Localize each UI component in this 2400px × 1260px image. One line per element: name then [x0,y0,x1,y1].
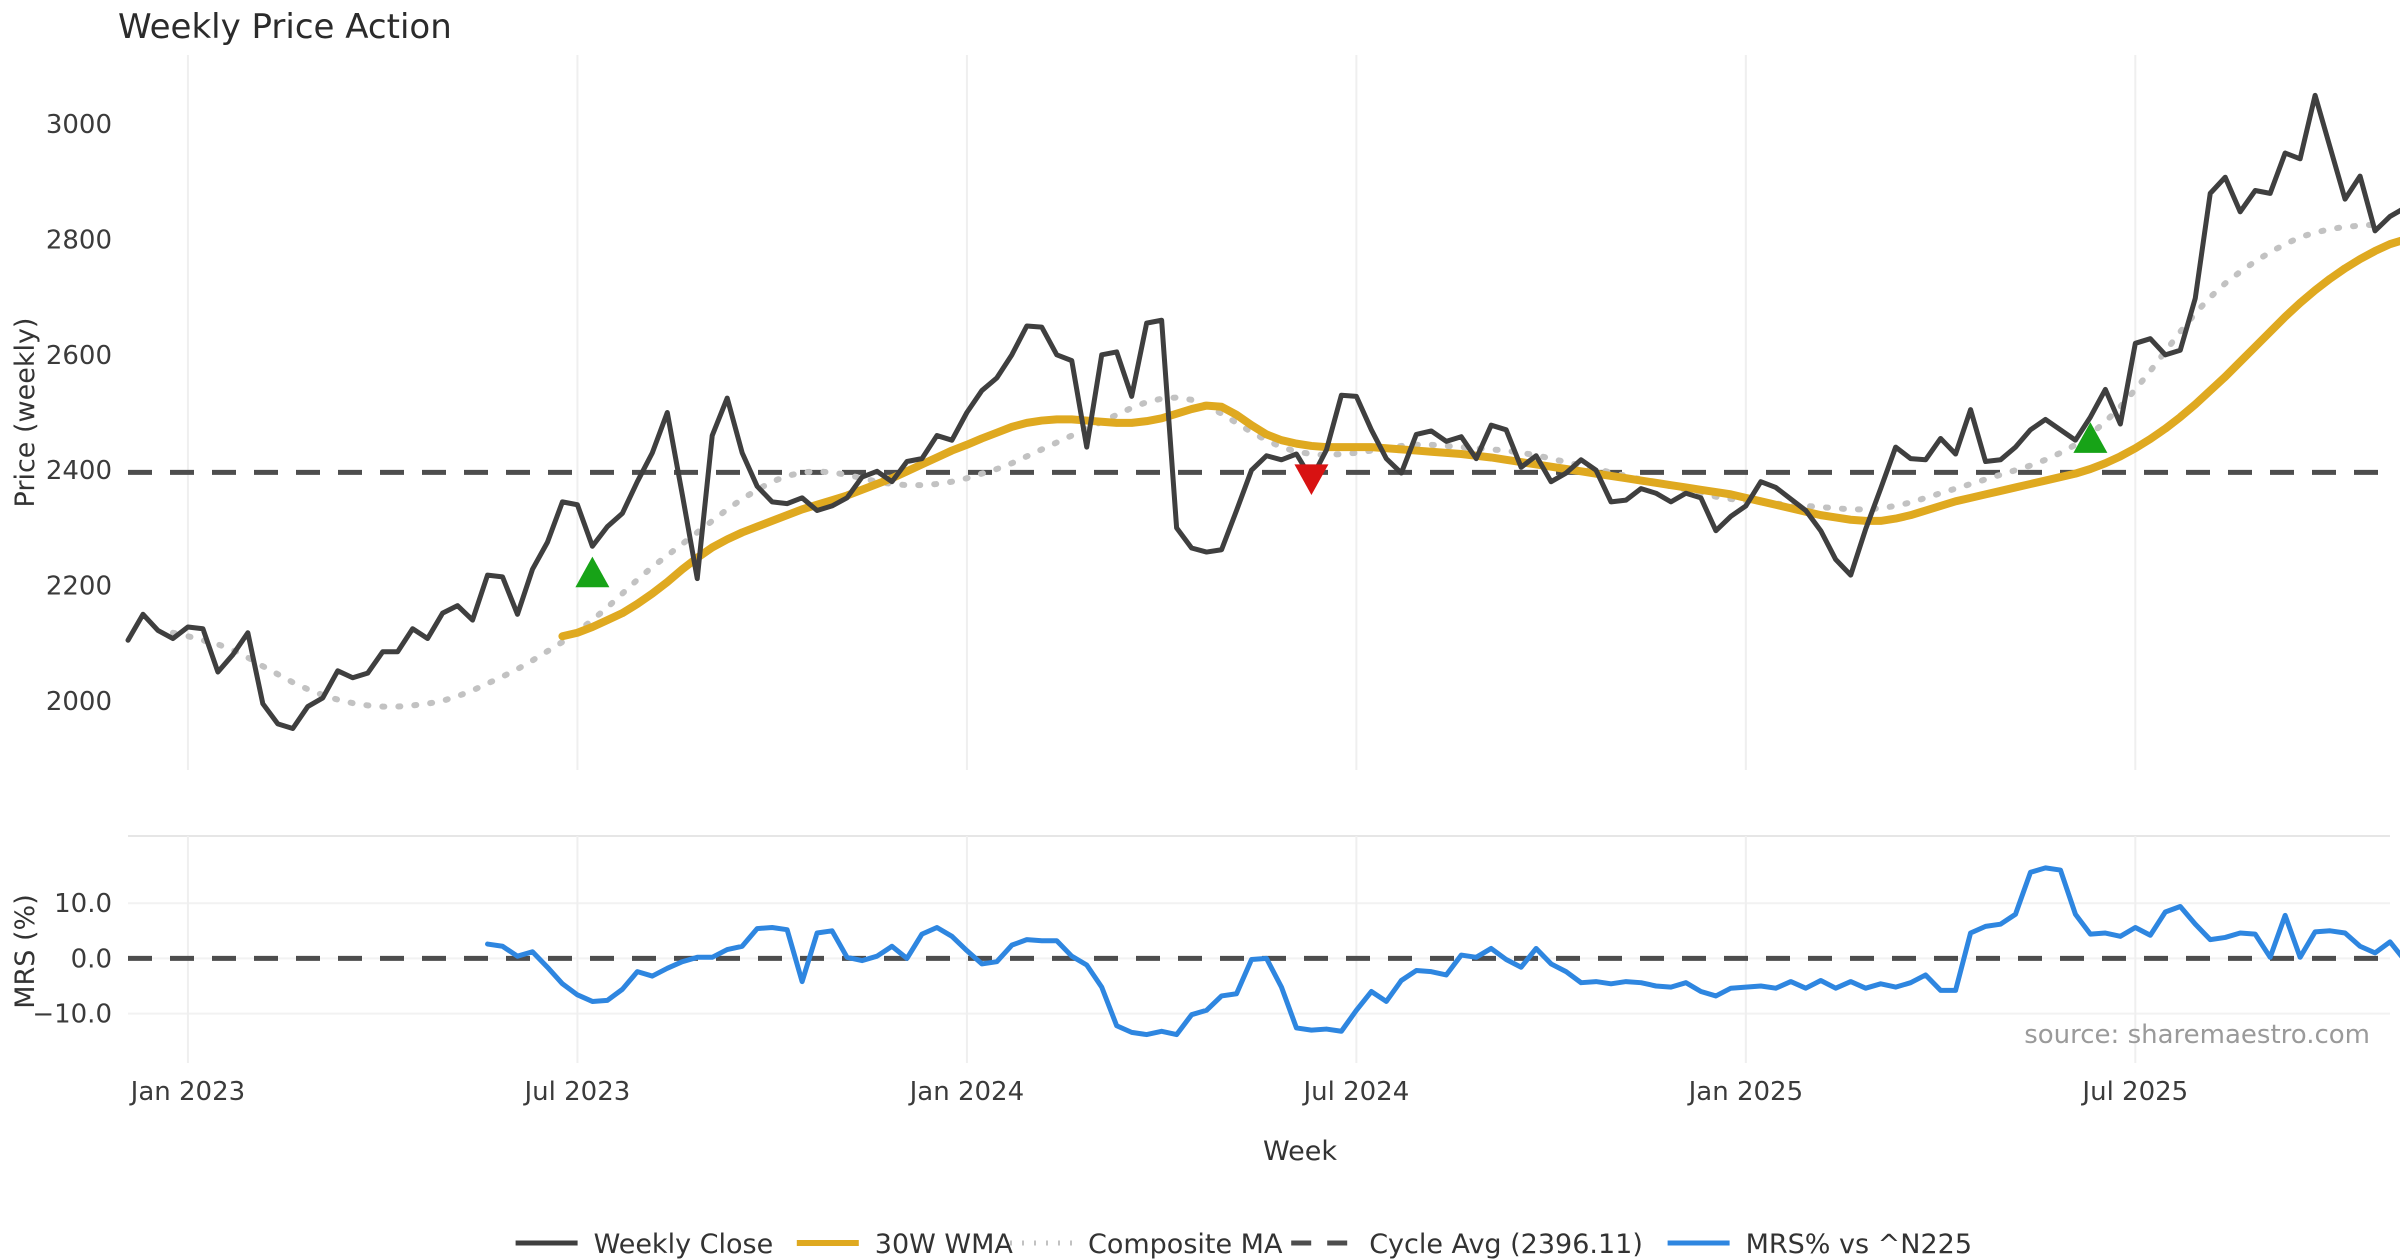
buy-signal-marker-2[interactable] [2073,422,2108,453]
series-layer [125,92,2400,1038]
series-30w-wma [558,236,2400,641]
price-y-tick-3: 2600 [46,341,112,371]
price-axis-label: Price (weekly) [10,318,41,508]
signal-markers [575,422,2108,588]
price-y-tick-5: 3000 [46,110,112,140]
legend-item-4[interactable]: MRS% vs ^N225 [1667,1229,1972,1260]
series-mrs-vs-n225 [485,865,2400,1038]
x-tick-0: Jan 2023 [129,1077,246,1107]
source-watermark: source: sharemaestro.com [2024,1020,2370,1050]
price-y-tick-0: 2000 [46,687,112,717]
x-tick-5: Jul 2025 [2080,1077,2188,1107]
x-tick-1: Jul 2023 [522,1077,630,1107]
legend-label-1: 30W WMA [875,1229,1014,1260]
series-composite-ma [169,221,2379,710]
mrs-y-tick-1: 0.0 [71,944,112,974]
x-tick-3: Jul 2024 [1301,1077,1409,1107]
legend-item-3[interactable]: Cycle Avg (2396.11) [1291,1229,1643,1260]
x-axis: Jan 2023 Jul 2023 Jan 2024 Jul 2024 Jan 2025… [129,1077,2189,1107]
legend-label-0: Weekly Close [594,1229,774,1260]
price-y-axis: 2000 2200 2400 2600 2800 3000 [46,110,112,717]
chart-legend: Weekly Close 30W WMA Composite MA Cycle Avg… [515,1229,1972,1260]
price-y-tick-1: 2200 [46,571,112,601]
page-title: Weekly Price Action [118,7,452,47]
buy-signal-marker-0[interactable] [575,556,610,588]
legend-label-2: Composite MA [1088,1229,1283,1260]
mrs-axis-label: MRS (%) [10,894,41,1009]
legend-label-4: MRS% vs ^N225 [1746,1229,1972,1260]
legend-item-0[interactable]: Weekly Close [515,1229,774,1260]
mrs-y-tick-2: 10.0 [54,889,112,919]
x-axis-label: Week [1263,1136,1337,1167]
x-tick-4: Jan 2025 [1687,1077,1804,1107]
series-weekly-close [125,92,2400,731]
price-y-tick-2: 2400 [46,456,112,486]
mrs-y-tick-0: −10.0 [32,1000,112,1030]
legend-label-3: Cycle Avg (2396.11) [1369,1229,1643,1260]
x-tick-2: Jan 2024 [908,1077,1025,1107]
legend-item-2[interactable]: Composite MA [1010,1229,1283,1260]
sell-signal-marker-1[interactable] [1294,464,1329,495]
mrs-y-axis: −10.0 0.0 10.0 [32,889,112,1029]
price-y-tick-4: 2800 [46,226,112,256]
legend-item-1[interactable]: 30W WMA [796,1229,1014,1260]
